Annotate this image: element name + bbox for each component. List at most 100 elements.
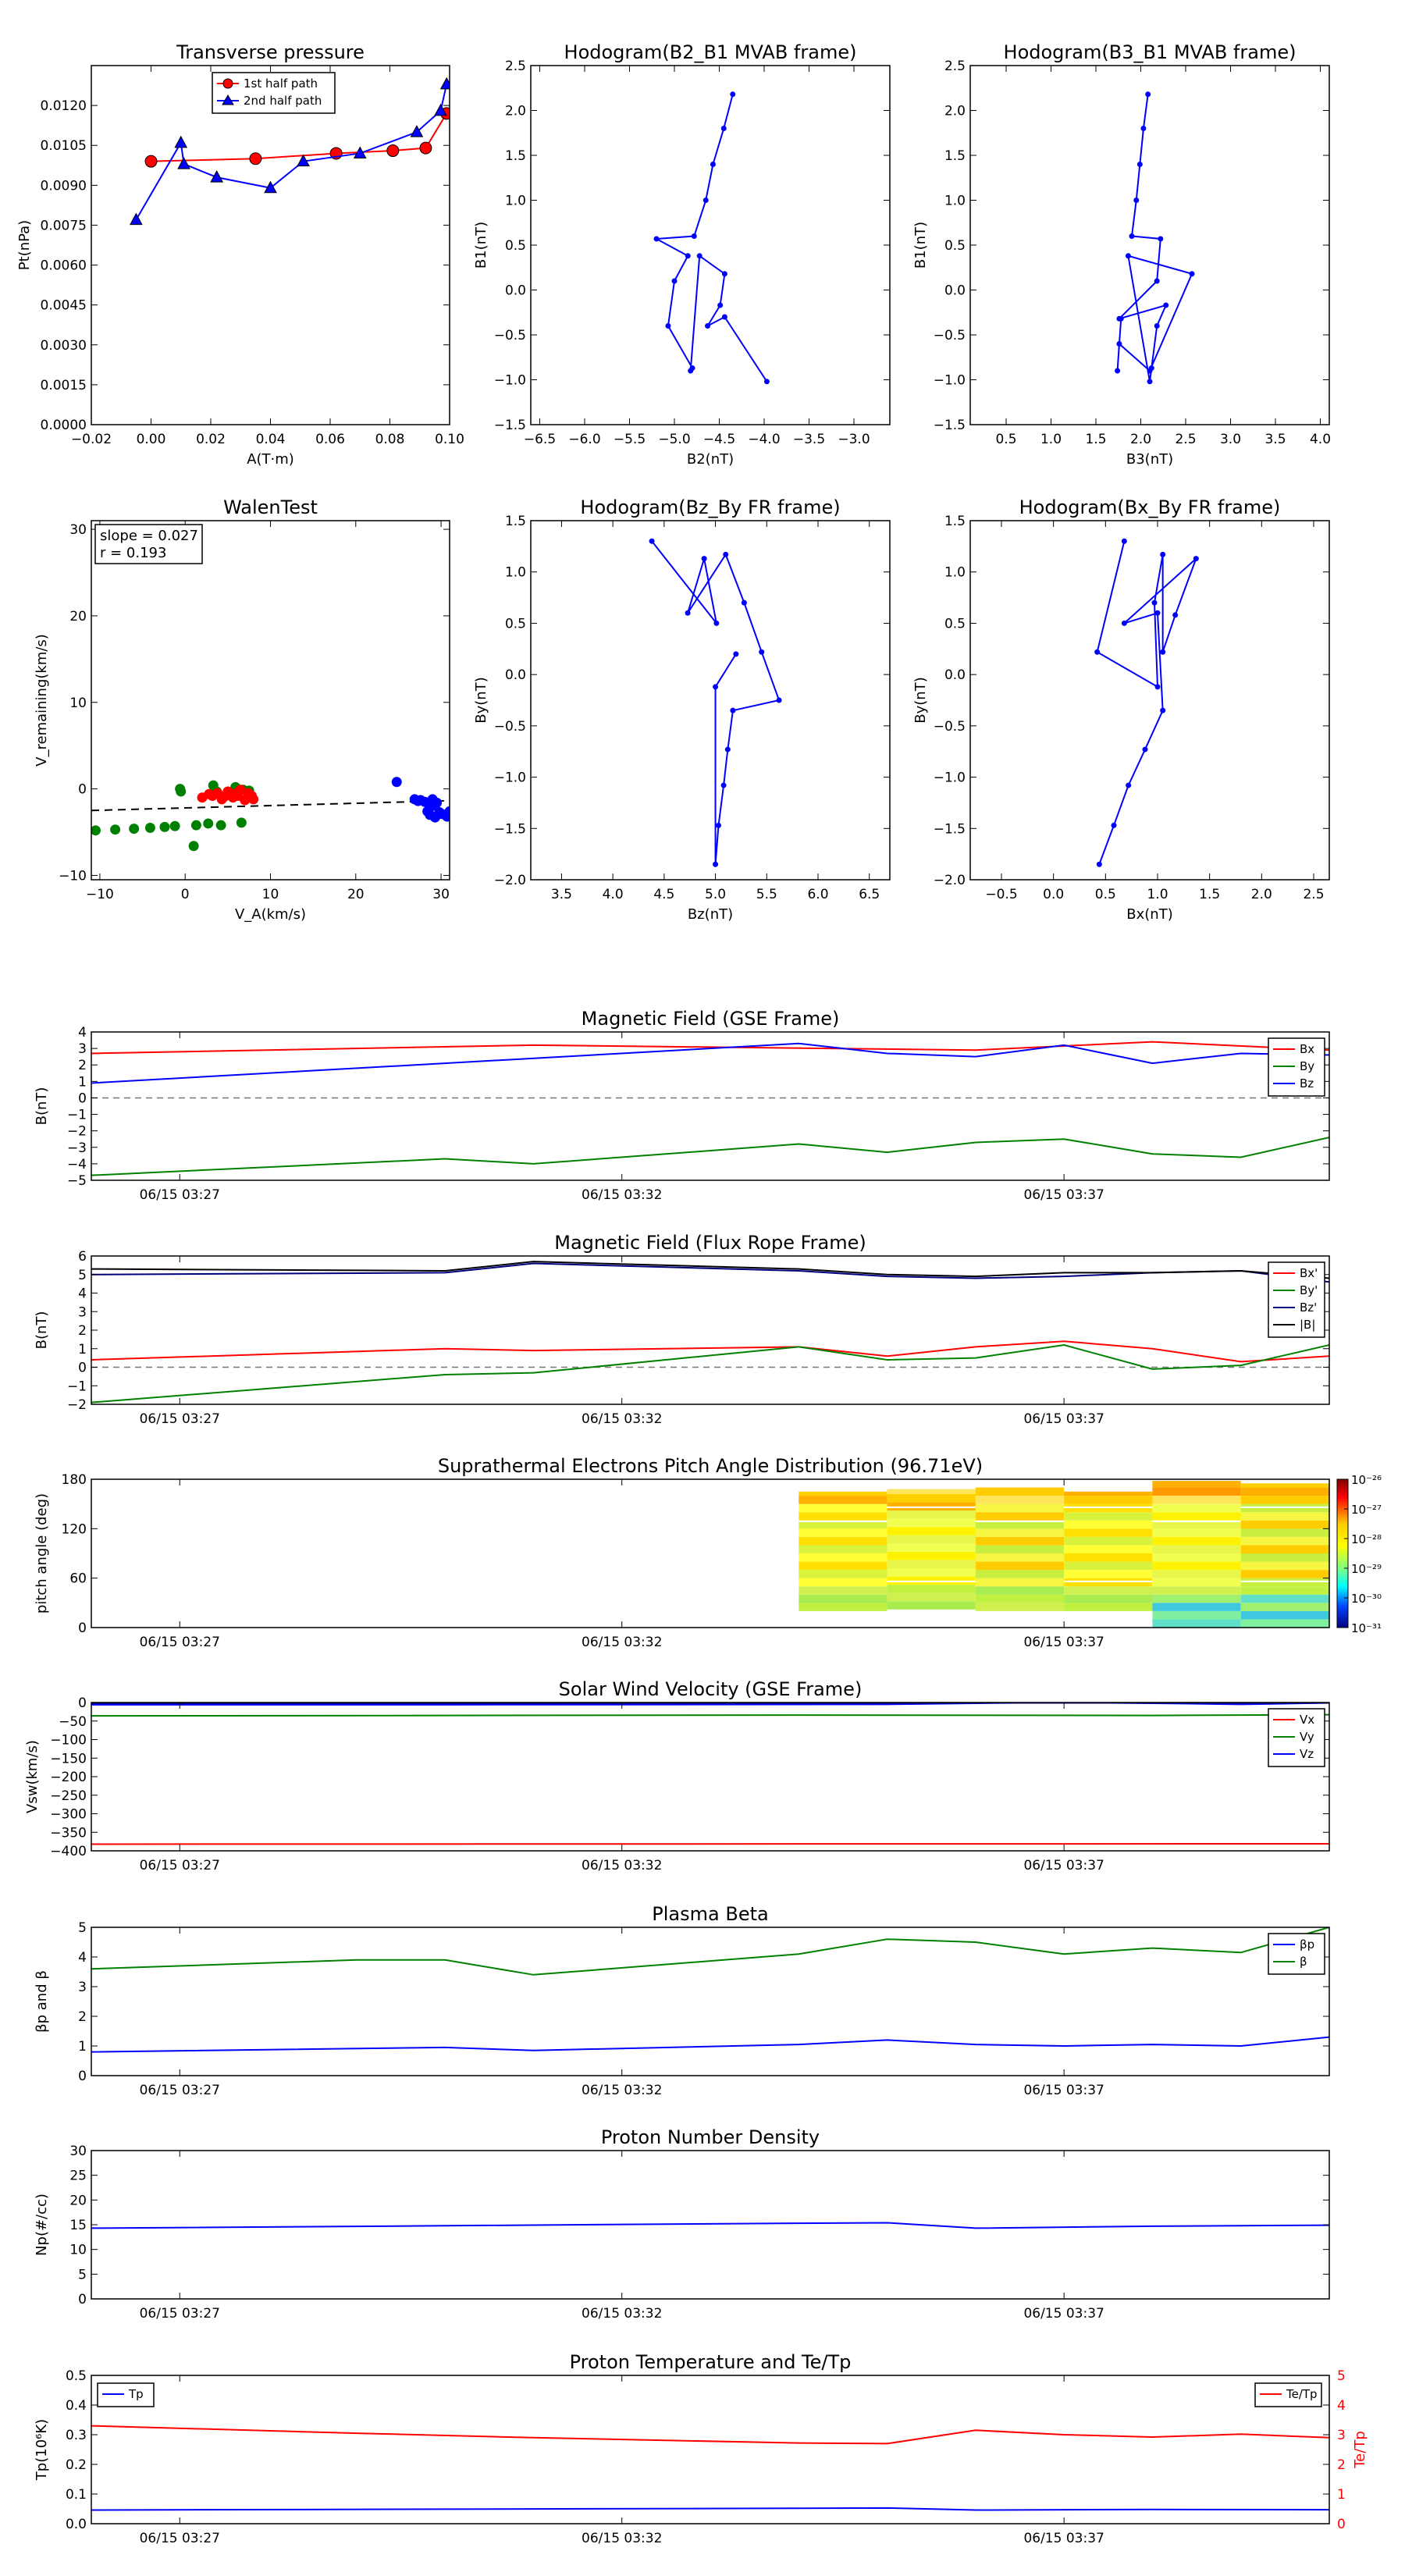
walen-panel: WalenTest −10 0 10 20 30 −10 0 10 20 30 V_A(km/s) V_… xyxy=(34,496,450,923)
hodo1-x-ticks: −6.5 −6.0 −5.5 −5.0 −4.5 −4.0 −3.5 −3.0 xyxy=(524,66,870,447)
walen-point xyxy=(426,801,437,812)
hodo3-point xyxy=(713,684,719,690)
hodo1-point xyxy=(763,379,770,385)
walen-y-tick-label: 20 xyxy=(69,609,87,624)
pad-cell xyxy=(887,1502,976,1511)
hodo1-x-tick-label: −3.0 xyxy=(838,432,870,447)
hodo1-y-tick-label: 1.5 xyxy=(505,148,526,164)
tp-y-tick-label: 0.0090 xyxy=(41,178,87,194)
pad-cell xyxy=(1240,1594,1329,1603)
hodo3-point xyxy=(730,707,736,713)
hodo4-x-tick-label: 2.0 xyxy=(1251,887,1272,902)
tp_temp-series-line xyxy=(91,2507,1329,2511)
tp-panel: Transverse pressure0.00000.00150.00300.0… xyxy=(16,41,464,468)
walen-point xyxy=(159,821,170,832)
beta-y-tick-label: 1 xyxy=(78,2039,87,2055)
vsw-y-tick-label: −400 xyxy=(50,1844,87,1859)
tp_temp-legend: Tp xyxy=(97,2382,155,2407)
hodo3-plot-area xyxy=(649,538,782,867)
tp_temp-x-tick-label: 06/15 03:37 xyxy=(1023,2531,1104,2546)
mag_gse-series-line xyxy=(91,1042,1329,1084)
walen-point xyxy=(110,824,121,835)
hodo4-x-tick-label: 0.0 xyxy=(1043,887,1064,902)
pad-cell xyxy=(799,1578,887,1587)
pad-gap xyxy=(1240,1506,1329,1508)
hodo4-y-tick-label: 0.5 xyxy=(944,616,966,632)
walen-point xyxy=(176,786,187,797)
hodo2-point xyxy=(1140,126,1147,131)
hodo4-y-tick-label: 1.5 xyxy=(944,514,966,529)
tp-y-tick-label: 0.0045 xyxy=(41,298,87,314)
hodo1-y-ticks: −1.5 −1.0 −0.5 0.0 0.5 1.0 1.5 2.0 2.5 xyxy=(494,59,890,433)
hodo1-point xyxy=(730,91,736,98)
hodo2-x-tick-label: 3.0 xyxy=(1220,432,1241,447)
mag_fr-series-line xyxy=(91,1261,1329,1279)
mag_fr-y-tick-label: 4 xyxy=(78,1286,87,1302)
pad-cell xyxy=(887,1576,976,1585)
pad-cell xyxy=(1240,1570,1329,1578)
vsw-x-ticks: 06/15 03:27 06/15 03:32 06/15 03:37 xyxy=(140,1703,1104,1873)
hodo4-point xyxy=(1154,610,1161,616)
hodo3-point xyxy=(713,620,720,626)
pad-cell xyxy=(1152,1487,1241,1496)
tp-point xyxy=(410,125,424,137)
walen-plot-area xyxy=(91,777,450,852)
hodo3-title: Hodogram(Bz_By FR frame) xyxy=(580,496,840,518)
hodo4-y-tick-label: 1.0 xyxy=(944,565,966,581)
hodo4-x-tick-label: 1.5 xyxy=(1199,887,1220,902)
pad-x-tick-label: 06/15 03:32 xyxy=(582,1635,662,1650)
hodo4-frame xyxy=(969,520,1330,881)
vsw-y-tick-label: −200 xyxy=(50,1770,87,1785)
pad-cell xyxy=(1240,1512,1329,1521)
beta-y-tick-label: 4 xyxy=(78,1950,87,1966)
hodo1-panel: Hodogram(B2_B1 MVAB frame) −1.5 −1.0 −0.5 0.… xyxy=(473,41,891,468)
pad-cell xyxy=(799,1528,887,1537)
hodo2-point xyxy=(1133,197,1140,203)
mag_gse-y-tick-label: 1 xyxy=(78,1074,87,1090)
vsw-y-tick-label: −350 xyxy=(50,1825,87,1841)
walen-y-tick-label: 30 xyxy=(69,522,87,538)
pad-cell xyxy=(1240,1545,1329,1553)
pad-panel: Suprathermal Electrons Pitch Angle Distr… xyxy=(34,1455,1382,1650)
tp-point xyxy=(353,146,367,158)
hodo2-series-line xyxy=(1116,94,1193,382)
hodo3-point xyxy=(713,861,719,867)
pad-column xyxy=(1240,1483,1329,1628)
vsw-legend-label: Vz xyxy=(1300,1747,1314,1761)
mag_fr-y-label: B(nT) xyxy=(34,1311,50,1350)
tp_temp-y-tick-label: 0.2 xyxy=(66,2457,87,2473)
hodo4-y-tick-label: −1.5 xyxy=(934,821,966,837)
tp-x-tick-label: 0.10 xyxy=(435,432,464,447)
np-plot-area xyxy=(91,2222,1329,2229)
mag_gse-plot-area xyxy=(91,1041,1329,1176)
mag_fr-series-B xyxy=(91,1261,1329,1279)
hodo4-point xyxy=(1121,620,1127,626)
vsw-title: Solar Wind Velocity (GSE Frame) xyxy=(559,1678,863,1700)
hodo1-y-tick-label: 0.5 xyxy=(505,238,526,254)
hodo2-point xyxy=(1136,162,1143,167)
hodo3-y-tick-label: 0.5 xyxy=(505,616,526,632)
hodo2-title: Hodogram(B3_B1 MVAB frame) xyxy=(1004,41,1297,63)
pad-cell xyxy=(1064,1553,1153,1562)
pad-cell xyxy=(1152,1536,1241,1546)
pad-title: Suprathermal Electrons Pitch Angle Distr… xyxy=(438,1455,983,1477)
pad-x-tick-label: 06/15 03:27 xyxy=(140,1635,220,1650)
hodo1-point xyxy=(665,323,671,329)
mag_gse-y-tick-label: 4 xyxy=(78,1025,87,1041)
pad-x-ticks: 06/15 03:27 06/15 03:32 06/15 03:37 xyxy=(140,1479,1104,1650)
hodo3-point xyxy=(741,600,747,606)
tp-point xyxy=(264,180,277,194)
pad-cell xyxy=(1152,1503,1241,1513)
hodo1-point xyxy=(696,253,702,259)
pad-cell xyxy=(1064,1528,1153,1537)
pad-cell xyxy=(1240,1553,1329,1562)
pad-cell xyxy=(1152,1619,1241,1628)
mag_gse-y-tick-label: −2 xyxy=(67,1124,87,1140)
pad-column xyxy=(799,1491,887,1611)
walen-y-ticks: −10 0 10 20 30 xyxy=(59,522,450,884)
pad-gap xyxy=(887,1506,976,1508)
pad-cell xyxy=(975,1570,1065,1578)
pad-cell xyxy=(1240,1528,1329,1537)
np-x-tick-label: 06/15 03:32 xyxy=(582,2306,662,2322)
pad-cell xyxy=(1064,1586,1153,1595)
